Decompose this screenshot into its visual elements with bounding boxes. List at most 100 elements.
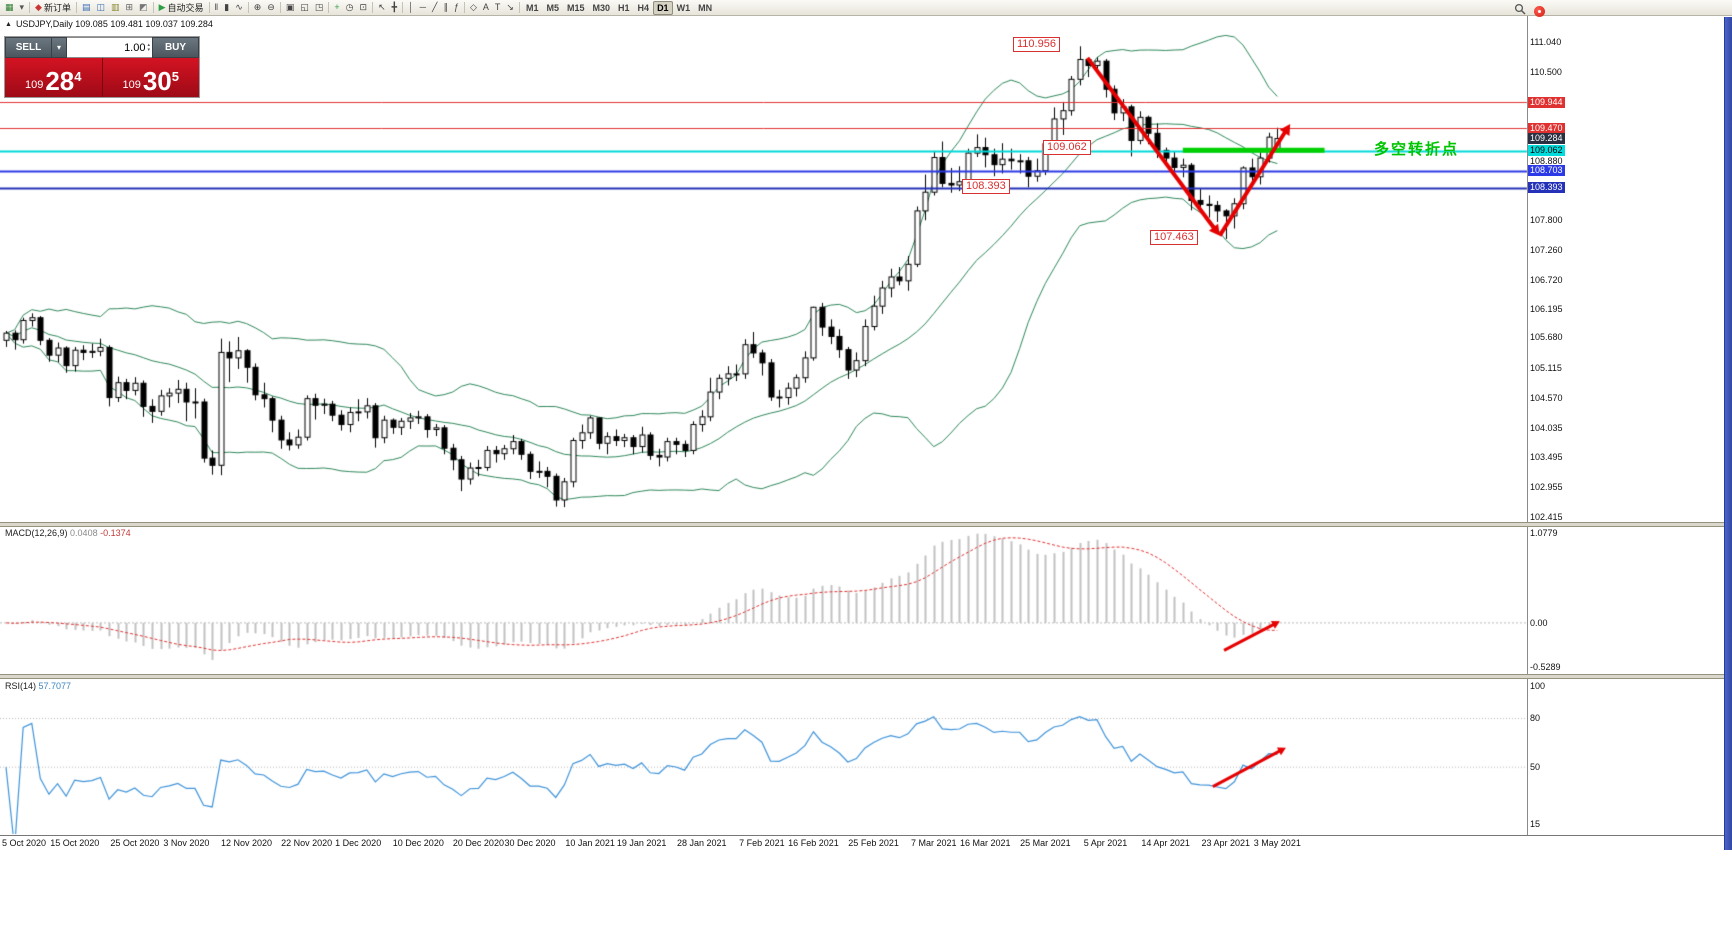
zoom-in-icon: ⊕ xyxy=(253,2,262,12)
line-chart-button[interactable]: ∿ xyxy=(232,1,246,15)
buy-price-figure: 109 xyxy=(122,79,141,91)
panel-separator[interactable] xyxy=(0,674,1732,679)
text-button[interactable]: A xyxy=(480,1,492,15)
toolbar-right xyxy=(1514,2,1545,20)
terminal-icon: ⊞ xyxy=(125,2,134,12)
toolbar-separator xyxy=(463,2,465,13)
cursor-icon: ↖ xyxy=(378,2,386,12)
market-watch-button[interactable]: ▤ xyxy=(79,1,94,15)
zoom-out-icon: ⊖ xyxy=(267,2,275,12)
spinner-down-icon[interactable]: ▾ xyxy=(147,46,150,53)
horizontal-line-button[interactable]: ─ xyxy=(417,1,429,15)
trendline-icon: ╱ xyxy=(432,2,438,12)
zoom-in-button[interactable]: ⊕ xyxy=(251,1,265,15)
timeframe-button-h1[interactable]: H1 xyxy=(618,2,630,13)
chart-profiles-button[interactable]: ▾ xyxy=(17,1,28,15)
cascade-windows-button[interactable]: ◱ xyxy=(297,1,312,15)
candlestick-chart-button[interactable]: ▮ xyxy=(221,1,232,15)
cursor-button[interactable]: ↖ xyxy=(375,1,389,15)
price-annotation-support[interactable]: 108.393 xyxy=(962,179,1010,194)
navigator-button[interactable]: ▥ xyxy=(108,1,123,15)
arrows-tool-icon: ↘ xyxy=(506,2,514,12)
timeframe-button-m30[interactable]: M30 xyxy=(592,2,611,13)
sell-price-button[interactable]: 109 28 4 xyxy=(5,58,103,97)
price-annotation-low[interactable]: 107.463 xyxy=(1150,230,1198,245)
auto-trading-button[interactable]: ▶ 自动交易 xyxy=(156,1,207,15)
text-label-button[interactable]: T xyxy=(492,1,504,15)
date-axis-border xyxy=(0,835,1732,836)
timeframe-button-h4[interactable]: H4 xyxy=(637,2,650,13)
auto-trading-label: 自动交易 xyxy=(167,3,204,13)
templates-button[interactable]: ⊡ xyxy=(357,1,371,15)
strategy-tester-icon: ◩ xyxy=(139,2,148,12)
data-window-button[interactable]: ◫ xyxy=(94,1,109,15)
volume-field[interactable]: 1.00 ▴ ▾ xyxy=(67,37,152,58)
periods-button[interactable]: ◷ xyxy=(343,1,357,15)
buy-price-button[interactable]: 109 30 5 xyxy=(102,58,199,97)
search-icon[interactable] xyxy=(1514,2,1526,20)
shapes-button[interactable]: ◇ xyxy=(467,1,480,15)
trendline-button[interactable]: ╱ xyxy=(429,1,440,15)
toolbar-separator xyxy=(247,2,249,13)
timeframe-button-d1[interactable]: D1 xyxy=(653,0,673,15)
toolbar: ▦ ▾ ◆ 新订单 ▤ ◫ ▥ ⊞ ◩ ▶ 自动交易 ‖ ▮ ∿ ⊕ ⊖ ▣ ◱ ◳ + ◷ ⊡ ↖ ╋ │ ─ ╱ ∥ ƒ ◇ A T ↘ M1… xyxy=(0,0,1732,17)
auto-trading-icon: ▶ xyxy=(158,2,166,12)
tile-windows-button[interactable]: ▣ xyxy=(283,1,298,15)
new-order-icon: ◆ xyxy=(35,2,42,12)
buy-button[interactable]: BUY xyxy=(152,37,199,58)
timeframe-button-w1[interactable]: W1 xyxy=(676,2,691,13)
new-chart-button[interactable]: ▦ xyxy=(2,1,17,15)
toolbar-separator xyxy=(29,2,31,13)
rsi-name: RSI(14) xyxy=(5,681,37,691)
toolbar-separator xyxy=(279,2,281,13)
timeframe-button-m15[interactable]: M15 xyxy=(567,2,585,13)
rsi-value: 57.7077 xyxy=(38,681,72,691)
chart-profiles-icon: ▾ xyxy=(19,2,25,12)
toolbar-separator xyxy=(75,2,77,13)
macd-indicator-label: MACD(12,26,9) 0.0408 -0.1374 xyxy=(5,528,131,538)
order-type-dropdown[interactable]: ▾ xyxy=(52,37,67,58)
panel-separator[interactable] xyxy=(0,522,1732,527)
buy-price-point: 5 xyxy=(171,69,179,84)
timeframe-button-m1[interactable]: M1 xyxy=(525,2,539,13)
timeframe-button-mn[interactable]: MN xyxy=(698,2,713,13)
notification-icon[interactable] xyxy=(1534,5,1545,17)
new-order-label: 新订单 xyxy=(43,3,71,13)
volume-value[interactable]: 1.00 xyxy=(124,41,146,54)
price-axis-border xyxy=(1527,16,1528,835)
price-annotation-high[interactable]: 110.956 xyxy=(1013,37,1060,52)
indicators-button[interactable]: + xyxy=(331,1,342,15)
bar-chart-button[interactable]: ‖ xyxy=(212,1,222,15)
trade-panel-prices: 109 28 4 109 30 5 xyxy=(5,58,199,97)
arrows-tool-button[interactable]: ↘ xyxy=(503,1,517,15)
symbol-ohlc-text: USDJPY,Daily 109.085 109.481 109.037 109… xyxy=(15,19,213,29)
text-icon: A xyxy=(482,2,489,12)
channel-button[interactable]: ∥ xyxy=(440,1,451,15)
strategy-tester-button[interactable]: ◩ xyxy=(136,1,151,15)
crosshair-button[interactable]: ╋ xyxy=(389,1,400,15)
fibonacci-button[interactable]: ƒ xyxy=(451,1,462,15)
shapes-icon: ◇ xyxy=(469,2,477,12)
zoom-out-button[interactable]: ⊖ xyxy=(264,1,278,15)
sell-button[interactable]: SELL xyxy=(5,37,52,58)
new-order-button[interactable]: ◆ 新订单 xyxy=(32,1,74,15)
arrange-windows-button[interactable]: ◳ xyxy=(312,1,327,15)
toolbar-separator xyxy=(402,2,404,13)
sell-price-pips: 28 xyxy=(45,66,75,96)
rsi-indicator-label: RSI(14) 57.7077 xyxy=(5,681,71,691)
turning-point-label[interactable]: 多空转折点 xyxy=(1374,141,1460,158)
indicators-icon: + xyxy=(334,2,340,12)
price-annotation-pivot[interactable]: 109.062 xyxy=(1043,140,1091,155)
one-click-toggle-icon[interactable]: ▲ xyxy=(5,20,12,28)
volume-spinner[interactable]: ▴ ▾ xyxy=(147,41,150,53)
symbol-info: ▲ USDJPY,Daily 109.085 109.481 109.037 1… xyxy=(5,19,213,29)
vertical-line-button[interactable]: │ xyxy=(405,1,417,15)
arrange-windows-icon: ◳ xyxy=(314,2,324,12)
spinner-up-icon[interactable]: ▴ xyxy=(147,41,150,48)
terminal-button[interactable]: ⊞ xyxy=(123,1,137,15)
sell-price-point: 4 xyxy=(74,69,82,84)
vertical-scrollbar[interactable] xyxy=(1724,17,1732,850)
timeframe-button-m5[interactable]: M5 xyxy=(546,2,559,13)
